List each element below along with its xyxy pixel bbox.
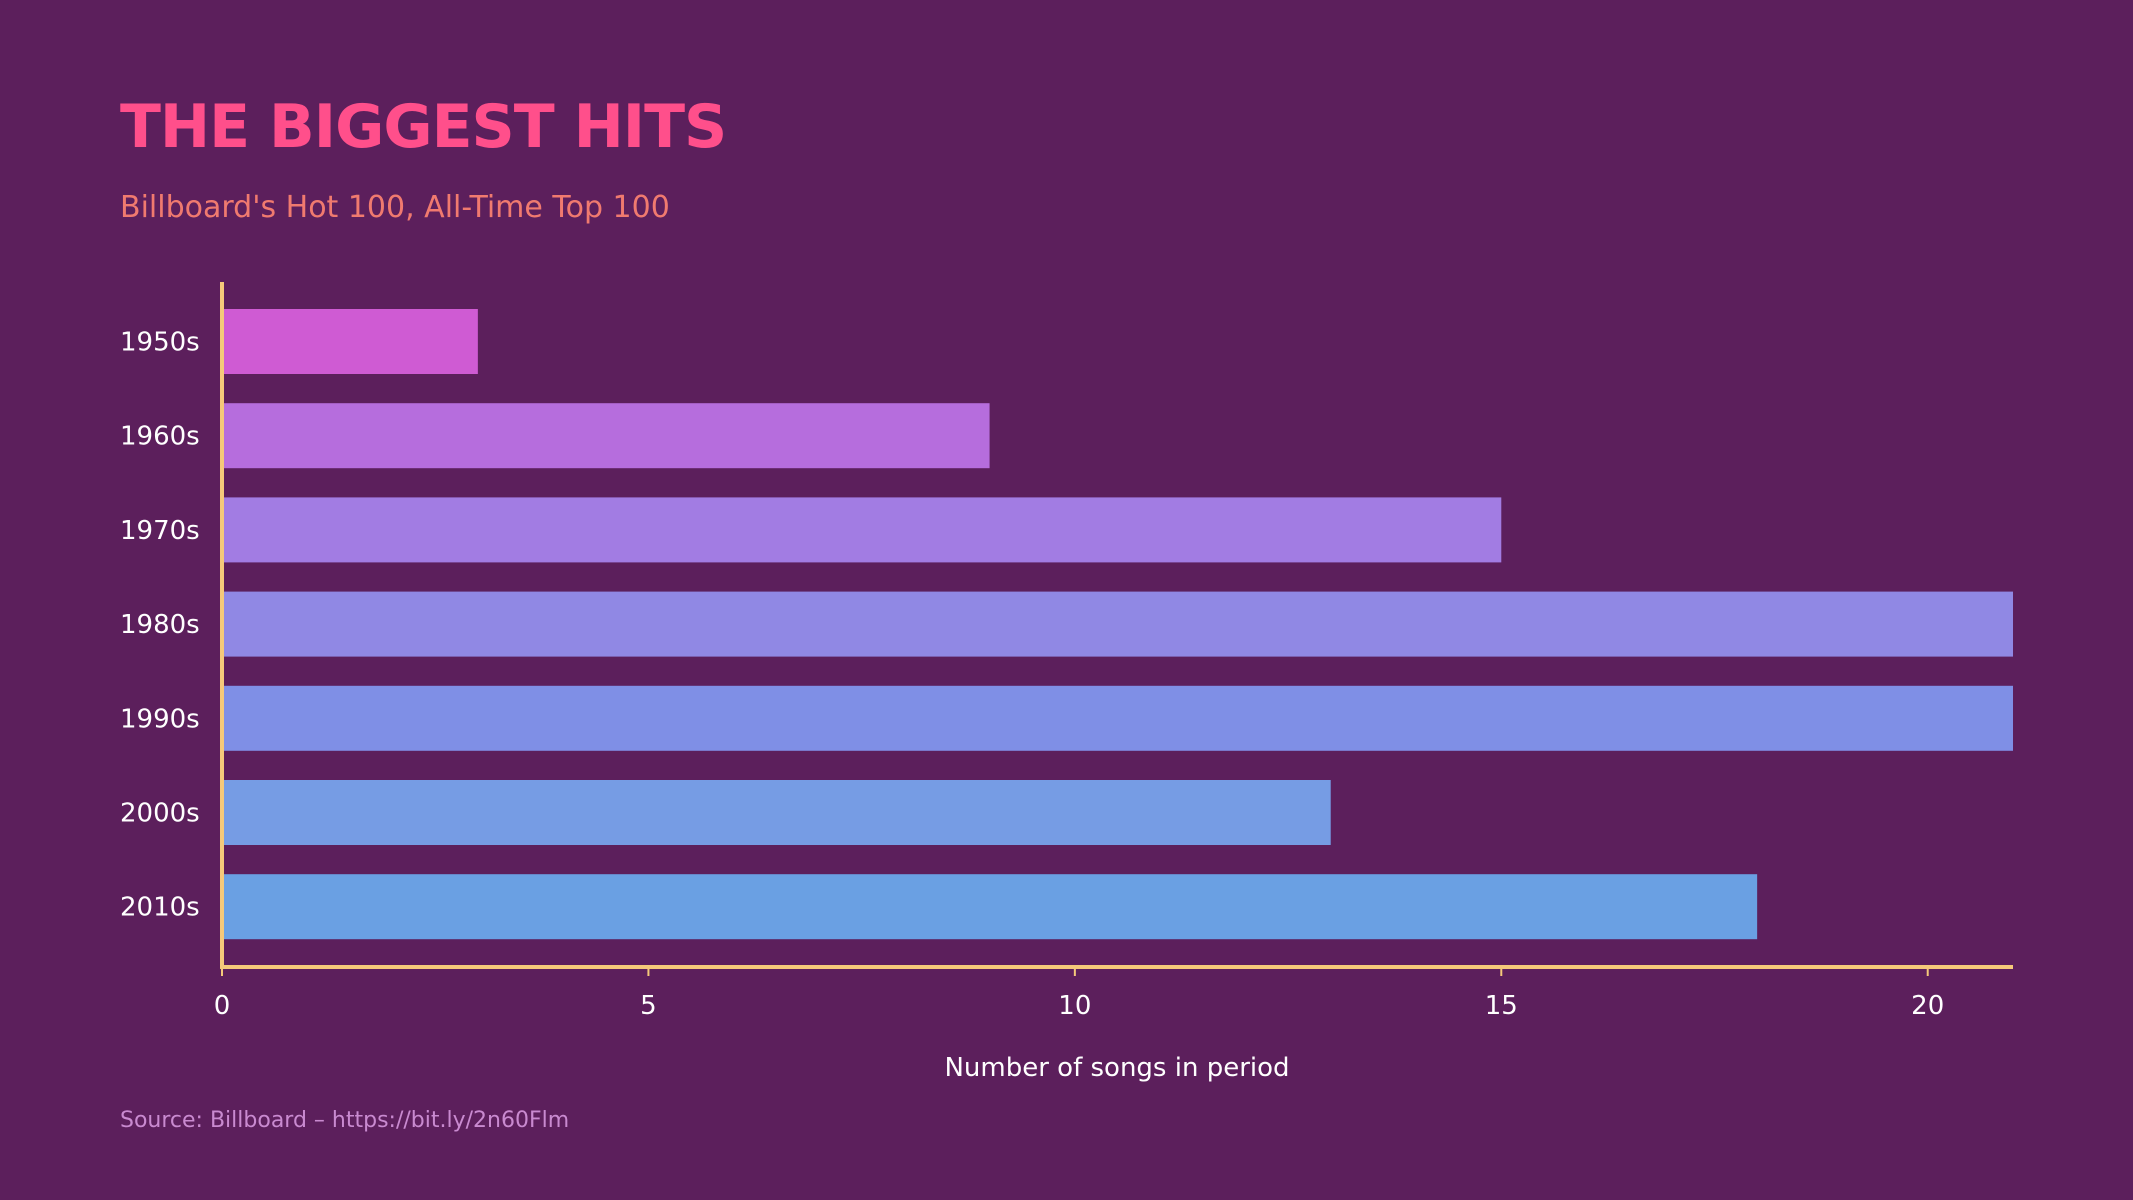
y-tick-label: 1990s: [120, 704, 200, 734]
bar-1950s: [224, 309, 478, 374]
source-note: Source: Billboard – https://bit.ly/2n60F…: [120, 1108, 570, 1133]
y-tick-label: 1960s: [120, 422, 200, 452]
x-tick-label: 10: [1058, 991, 1091, 1021]
y-tick-label: 2010s: [120, 893, 200, 923]
y-tick-label: 1980s: [120, 610, 200, 640]
bar-1970s: [224, 497, 1502, 563]
chart-title: THE BIGGEST HITS: [120, 92, 727, 162]
bar-2010s: [224, 874, 1758, 940]
x-tick-label: 20: [1911, 991, 1944, 1021]
bar-1960s: [224, 403, 990, 469]
y-tick-label: 1950s: [120, 328, 200, 358]
x-tick-label: 5: [640, 991, 657, 1021]
bar-1980s: [224, 591, 2013, 657]
x-tick-label: 0: [214, 991, 231, 1021]
y-tick-label: 1970s: [120, 516, 200, 546]
y-tick-label: 2000s: [120, 799, 200, 829]
bar-2000s: [224, 780, 1331, 845]
bar-1990s: [224, 685, 2013, 751]
chart-subtitle: Billboard's Hot 100, All-Time Top 100: [120, 190, 670, 225]
x-tick-label: 15: [1485, 991, 1518, 1021]
x-axis-label: Number of songs in period: [944, 1053, 1289, 1083]
